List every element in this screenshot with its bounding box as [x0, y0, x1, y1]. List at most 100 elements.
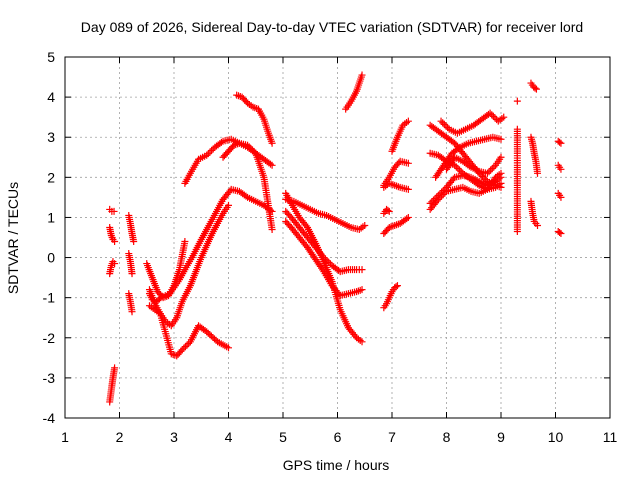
x-axis-label: GPS time / hours: [283, 457, 390, 473]
series-arc-d1: [233, 91, 276, 147]
x-tick-label: 10: [548, 429, 564, 445]
y-tick-label: 1: [47, 209, 55, 225]
series-arc-j2: [527, 133, 542, 177]
y-tick-labels: -4 -3 -2 -1 0 1 2 3 4 5: [43, 49, 56, 426]
data-point: [206, 148, 214, 156]
data-point: [483, 169, 491, 177]
data-point: [491, 114, 499, 122]
data-point: [181, 238, 189, 246]
data-point: [497, 183, 505, 191]
x-tick-label: 11: [603, 429, 618, 445]
data-point: [268, 139, 276, 147]
data-point: [244, 141, 252, 149]
data-point: [404, 213, 412, 221]
data-point: [454, 144, 462, 152]
data-point: [177, 347, 185, 355]
x-tick-label: 7: [388, 429, 396, 445]
data-point: [452, 163, 460, 171]
series-arc-a3: [106, 223, 119, 246]
series-arc-g3: [380, 179, 412, 193]
data-point: [557, 193, 565, 201]
x-tick-label: 3: [170, 429, 178, 445]
data-point: [358, 338, 366, 346]
series-arc-a1: [106, 364, 119, 406]
data-point: [513, 97, 521, 105]
data-point: [531, 84, 539, 92]
series-arc-b3: [125, 290, 136, 316]
data-point: [110, 207, 118, 215]
series-arc-k1: [554, 137, 565, 147]
series-arc-c6: [219, 139, 276, 233]
series-arc-a2: [106, 258, 119, 278]
data-point: [478, 173, 486, 181]
data-point: [322, 255, 330, 263]
data-point: [474, 180, 482, 188]
data-point: [441, 189, 449, 197]
data-point: [556, 228, 564, 236]
series-arc-c3: [145, 302, 232, 360]
data-point: [534, 221, 542, 229]
data-point: [385, 207, 393, 215]
y-axis-label: SDTVAR / TECUs: [5, 182, 21, 294]
data-point: [534, 169, 542, 177]
data-point: [335, 290, 343, 298]
series-arc-f1: [342, 71, 366, 113]
data-point: [247, 144, 255, 152]
series-arc-j3: [527, 197, 542, 229]
y-tick-label: -4: [43, 410, 56, 426]
data-point: [489, 112, 497, 120]
series-arc-b2: [125, 250, 136, 278]
series-arc-f2: [380, 205, 393, 217]
series-arc-h3: [426, 149, 505, 193]
x-tick-label: 5: [279, 429, 287, 445]
data-point: [393, 282, 401, 290]
data-point: [111, 364, 119, 372]
data-point: [465, 162, 473, 170]
data-point: [203, 151, 211, 159]
series-arc-i1: [513, 125, 521, 235]
x-tick-labels: 1 2 3 4 5 6 7 8 9 10 11: [61, 429, 617, 445]
data-point: [442, 122, 450, 130]
data-point: [356, 286, 364, 294]
data-point: [497, 169, 505, 177]
data-point: [361, 221, 369, 229]
data-point: [404, 185, 412, 193]
series-arc-k2: [554, 161, 565, 173]
data-point: [439, 191, 447, 199]
data-point: [268, 225, 276, 233]
data-point: [482, 176, 490, 184]
data-point: [497, 153, 505, 161]
series-arc-h5: [432, 133, 505, 181]
data-point: [248, 146, 256, 154]
data-point: [354, 287, 362, 295]
series-arc-c4: [145, 185, 276, 306]
data-point: [436, 194, 444, 202]
series-arc-g1: [380, 282, 401, 312]
data-point: [266, 160, 274, 168]
series-arc-h7: [443, 153, 505, 177]
data-point: [557, 229, 565, 237]
x-tick-label: 1: [61, 429, 69, 445]
data-point: [557, 165, 565, 173]
y-tick-label: 3: [47, 129, 55, 145]
data-point: [358, 266, 366, 274]
data-point: [302, 222, 310, 230]
series-arc-e3: [282, 207, 366, 276]
data-point: [500, 113, 508, 121]
data-point: [204, 150, 212, 158]
data-point: [488, 111, 496, 119]
data-point: [185, 339, 193, 347]
series-arc-e2: [282, 217, 366, 300]
data-point: [438, 192, 446, 200]
data-point: [130, 238, 138, 246]
series-arc-i2: [513, 97, 521, 105]
data-point: [351, 332, 359, 340]
x-tick-label: 8: [443, 429, 451, 445]
data-point: [319, 266, 327, 274]
data-point: [480, 174, 488, 182]
data-point: [128, 308, 136, 316]
x-tick-label: 9: [497, 429, 505, 445]
chart-title: Day 089 of 2026, Sidereal Day-to-day VTE…: [81, 19, 583, 35]
data-point: [556, 138, 564, 146]
